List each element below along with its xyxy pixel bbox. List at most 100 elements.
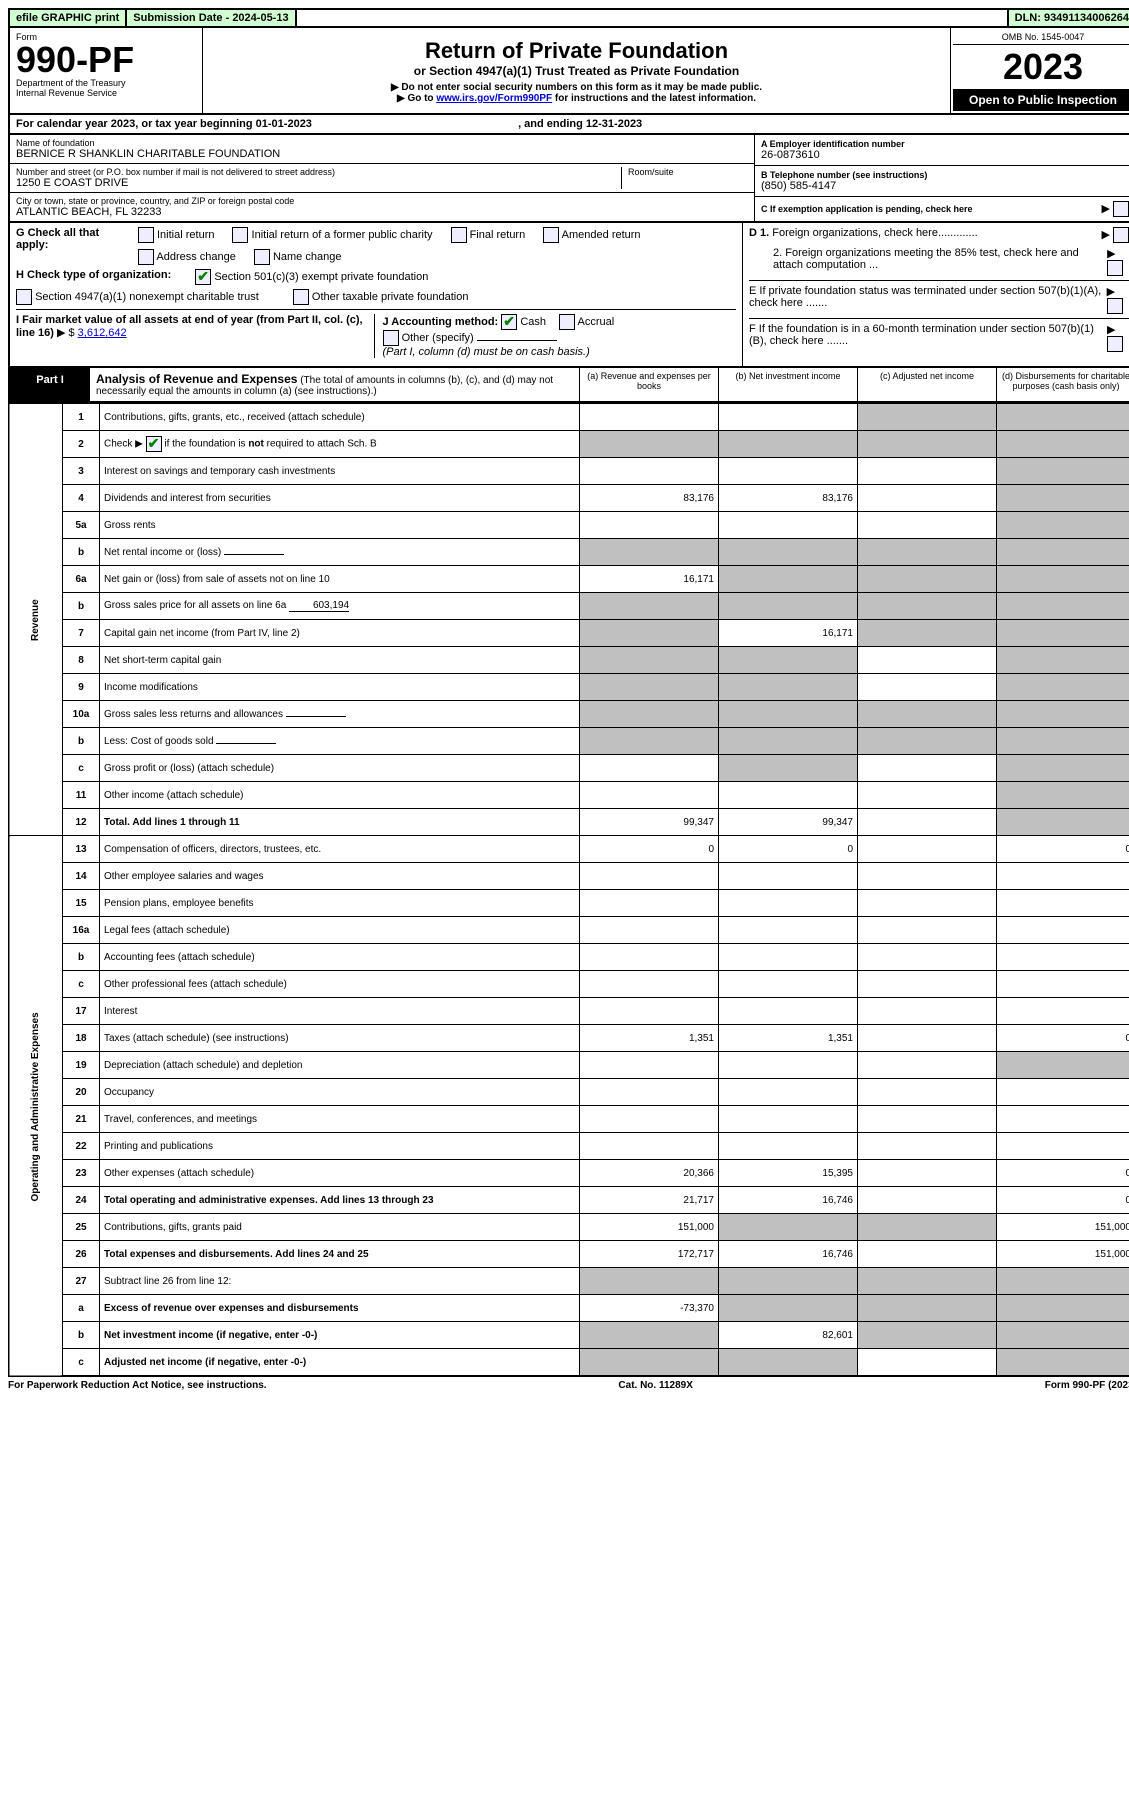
table-row: 20Occupancy xyxy=(9,1079,1129,1106)
table-row: bAccounting fees (attach schedule) xyxy=(9,944,1129,971)
h-row: H Check type of organization: Section 50… xyxy=(16,269,736,285)
amount-cell xyxy=(719,539,858,566)
amount-cell: 16,171 xyxy=(719,620,858,647)
row-description: Other income (attach schedule) xyxy=(100,782,580,809)
amount-cell xyxy=(580,755,719,782)
foundation-name-label: Name of foundation xyxy=(16,138,748,148)
table-row: bGross sales price for all assets on lin… xyxy=(9,593,1129,620)
h-501c3-checkbox[interactable] xyxy=(195,269,211,285)
d2-checkbox[interactable] xyxy=(1107,260,1123,276)
amount-cell xyxy=(719,944,858,971)
amount-cell xyxy=(719,647,858,674)
amount-cell xyxy=(997,593,1129,620)
row-description: Contributions, gifts, grants, etc., rece… xyxy=(100,404,580,431)
amount-cell: 83,176 xyxy=(719,485,858,512)
amount-cell xyxy=(719,728,858,755)
j-cash-checkbox[interactable] xyxy=(501,314,517,330)
row-number: 11 xyxy=(63,782,100,809)
check-section: G Check all that apply: Initial return I… xyxy=(8,223,1129,368)
table-row: Operating and Administrative Expenses13C… xyxy=(9,836,1129,863)
row-number: 19 xyxy=(63,1052,100,1079)
table-row: 12Total. Add lines 1 through 1199,34799,… xyxy=(9,809,1129,836)
h-other-checkbox[interactable] xyxy=(293,289,309,305)
efile-label[interactable]: efile GRAPHIC print xyxy=(10,10,127,26)
row-number: 1 xyxy=(63,404,100,431)
row-number: 23 xyxy=(63,1160,100,1187)
row-number: 10a xyxy=(63,701,100,728)
row-description: Total expenses and disbursements. Add li… xyxy=(100,1241,580,1268)
g-amended-checkbox[interactable] xyxy=(543,227,559,243)
amount-cell: 1,351 xyxy=(719,1025,858,1052)
j-accrual-checkbox[interactable] xyxy=(559,314,575,330)
row-description: Adjusted net income (if negative, enter … xyxy=(100,1349,580,1377)
g-name-checkbox[interactable] xyxy=(254,249,270,265)
amount-cell xyxy=(858,971,997,998)
i-label: I Fair market value of all assets at end… xyxy=(16,314,363,339)
amount-cell xyxy=(997,701,1129,728)
h-4947-checkbox[interactable] xyxy=(16,289,32,305)
g-final-checkbox[interactable] xyxy=(451,227,467,243)
amount-cell xyxy=(719,404,858,431)
form-title: Return of Private Foundation xyxy=(209,38,944,64)
table-row: bNet investment income (if negative, ent… xyxy=(9,1322,1129,1349)
row-number: 7 xyxy=(63,620,100,647)
row-description: Excess of revenue over expenses and disb… xyxy=(100,1295,580,1322)
amount-cell xyxy=(858,728,997,755)
d1-label: Foreign organizations, check here.......… xyxy=(772,227,977,239)
row-description: Gross sales price for all assets on line… xyxy=(100,593,580,620)
row-description: Income modifications xyxy=(100,674,580,701)
amount-cell xyxy=(719,593,858,620)
row-description: Dividends and interest from securities xyxy=(100,485,580,512)
tel: (850) 585-4147 xyxy=(761,180,1129,192)
amount-cell: 99,347 xyxy=(719,809,858,836)
row-description: Net rental income or (loss) xyxy=(100,539,580,566)
row-number: 20 xyxy=(63,1079,100,1106)
g-address-checkbox[interactable] xyxy=(138,249,154,265)
amount-cell xyxy=(719,890,858,917)
f-checkbox[interactable] xyxy=(1107,336,1123,352)
amount-cell: -73,370 xyxy=(580,1295,719,1322)
expenses-side-label: Operating and Administrative Expenses xyxy=(9,836,63,1377)
row-number: 6a xyxy=(63,566,100,593)
amount-cell xyxy=(719,512,858,539)
amount-cell xyxy=(580,917,719,944)
amount-cell xyxy=(580,647,719,674)
amount-cell xyxy=(719,917,858,944)
form-header: Form 990-PF Department of the Treasury I… xyxy=(8,28,1129,115)
row-number: b xyxy=(63,593,100,620)
exemption-checkbox[interactable] xyxy=(1113,201,1129,217)
irs-link[interactable]: www.irs.gov/Form990PF xyxy=(436,93,552,104)
amount-cell xyxy=(719,755,858,782)
amount-cell xyxy=(580,512,719,539)
dept-label: Department of the Treasury xyxy=(16,78,196,88)
city: ATLANTIC BEACH, FL 32233 xyxy=(16,206,748,218)
amount-cell xyxy=(997,863,1129,890)
row-number: 12 xyxy=(63,809,100,836)
row-number: 2 xyxy=(63,431,100,458)
row-description: Legal fees (attach schedule) xyxy=(100,917,580,944)
row-number: 14 xyxy=(63,863,100,890)
submission-date: Submission Date - 2024-05-13 xyxy=(127,10,296,26)
table-row: 17Interest xyxy=(9,998,1129,1025)
g-initial-public-checkbox[interactable] xyxy=(232,227,248,243)
col-a-header: (a) Revenue and expenses per books xyxy=(579,368,718,401)
part1-tag: Part I xyxy=(10,368,90,401)
amount-cell: 82,601 xyxy=(719,1322,858,1349)
amount-cell xyxy=(858,1052,997,1079)
table-row: 24Total operating and administrative exp… xyxy=(9,1187,1129,1214)
amount-cell xyxy=(997,1052,1129,1079)
amount-cell xyxy=(580,890,719,917)
g-initial-checkbox[interactable] xyxy=(138,227,154,243)
amount-cell xyxy=(719,458,858,485)
d1-checkbox[interactable] xyxy=(1113,227,1129,243)
row-number: a xyxy=(63,1295,100,1322)
amount-cell: 151,000 xyxy=(997,1241,1129,1268)
amount-cell xyxy=(719,782,858,809)
schb-checkbox[interactable] xyxy=(146,436,162,452)
col-b-header: (b) Net investment income xyxy=(718,368,857,401)
e-checkbox[interactable] xyxy=(1107,298,1123,314)
omb-number: OMB No. 1545-0047 xyxy=(953,30,1129,45)
j-other-checkbox[interactable] xyxy=(383,330,399,346)
row-number: b xyxy=(63,728,100,755)
address: 1250 E COAST DRIVE xyxy=(16,177,621,189)
